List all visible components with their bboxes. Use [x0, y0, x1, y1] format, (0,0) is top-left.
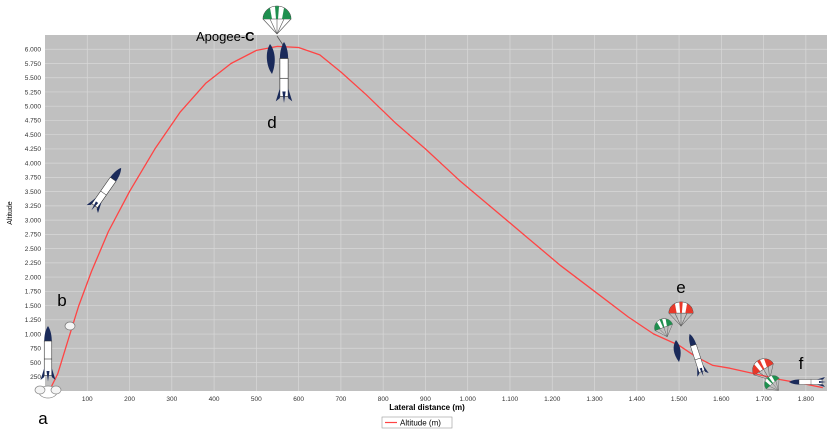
y-tick-label: 3.250	[25, 203, 42, 210]
main-chute-illustration	[651, 301, 710, 379]
annotation-apogee: Apogee-C	[196, 29, 255, 44]
rocket-launch-illustration	[34, 326, 62, 399]
y-tick-label: 1.750	[25, 289, 42, 296]
x-tick-label: 1.400	[629, 396, 646, 403]
y-tick-label: 250	[30, 374, 41, 381]
annotation-b: b	[57, 291, 66, 310]
y-tick-label: 4.250	[25, 146, 42, 153]
y-tick-label: 5.000	[25, 104, 42, 111]
y-tick-label: 1.500	[25, 303, 42, 310]
x-tick-label: 1.600	[713, 396, 730, 403]
y-tick-label: 6.000	[25, 47, 42, 54]
y-tick-label: 3.500	[25, 189, 42, 196]
x-tick-label: 200	[124, 396, 135, 403]
y-axis-ticks: 250 500 750 1.000 1.250 1.500 1.750 2.000 2.250 2…	[25, 47, 42, 382]
y-tick-label: 4.500	[25, 132, 42, 139]
x-tick-label: 1.000	[460, 396, 477, 403]
x-tick-label: 1.500	[671, 396, 688, 403]
y-tick-label: 5.500	[25, 75, 42, 82]
x-tick-label: 300	[166, 396, 177, 403]
y-axis-label: Altitude	[7, 201, 14, 224]
x-tick-label: 900	[420, 396, 431, 403]
series-lines	[48, 45, 823, 392]
y-tick-label: 4.000	[25, 160, 42, 167]
x-tick-label: 400	[209, 396, 220, 403]
annotation-d: d	[267, 113, 276, 132]
y-tick-label: 5.250	[25, 89, 42, 96]
x-axis-ticks: 100 200 300 400 500 600 700 800 900 1.000 1.100 1.2…	[82, 396, 815, 403]
x-tick-label: 500	[251, 396, 262, 403]
series-line-altitude	[48, 45, 823, 392]
y-tick-label: 500	[30, 360, 41, 367]
x-tick-label: 100	[82, 396, 93, 403]
grid-lines	[45, 35, 827, 391]
x-tick-label: 1.700	[755, 396, 772, 403]
y-tick-label: 4.750	[25, 118, 42, 125]
apogee-parachute-illustration	[262, 5, 293, 104]
y-tick-label: 2.000	[25, 274, 42, 281]
y-tick-label: 1.000	[25, 331, 42, 338]
ejection-puff-illustration	[64, 321, 76, 331]
y-tick-label: 5.750	[25, 61, 42, 68]
annotation-a: a	[38, 409, 48, 428]
x-tick-label: 1.200	[544, 396, 561, 403]
legend: Altitude (m)	[381, 416, 453, 429]
x-axis-label: Lateral distance (m)	[389, 403, 465, 412]
y-tick-label: 3.750	[25, 175, 42, 182]
apogee-label: Apogee-	[196, 29, 245, 44]
x-tick-label: 800	[378, 396, 389, 403]
annotation-f: f	[799, 354, 804, 373]
x-tick-label: 1.800	[798, 396, 815, 403]
y-tick-label: 2.250	[25, 260, 42, 267]
y-tick-label: 3.000	[25, 217, 42, 224]
legend-label: Altitude (m)	[400, 419, 441, 428]
y-tick-label: 1.250	[25, 317, 42, 324]
x-tick-label: 1.100	[502, 396, 519, 403]
annotation-e: e	[676, 278, 685, 297]
x-tick-label: 1.300	[586, 396, 603, 403]
x-tick-label: 600	[293, 396, 304, 403]
y-tick-label: 2.500	[25, 246, 42, 253]
y-tick-label: 2.750	[25, 232, 42, 239]
y-tick-label: 750	[30, 346, 41, 353]
x-tick-label: 700	[335, 396, 346, 403]
apogee-letter: C	[245, 29, 255, 44]
plot-area	[45, 35, 827, 391]
